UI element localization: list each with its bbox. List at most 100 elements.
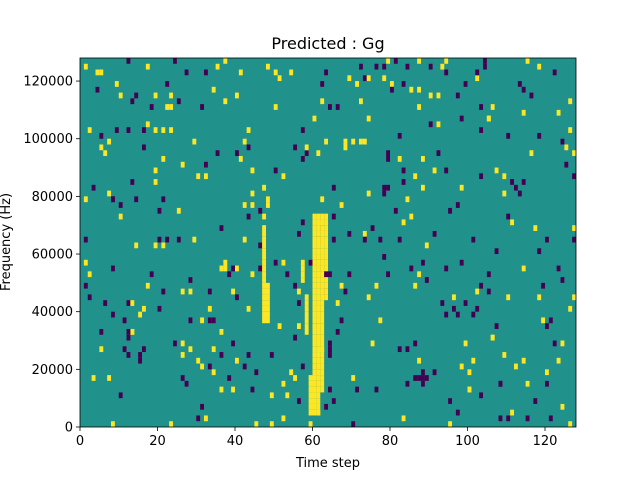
high-cell (308, 421, 313, 427)
high-cell (223, 265, 228, 272)
high-cell (312, 363, 317, 370)
high-cell (316, 265, 321, 272)
low-cell (479, 173, 484, 180)
y-tick-label: 80000 (32, 190, 73, 205)
high-cell (320, 248, 325, 255)
low-cell (126, 328, 131, 335)
y-tick-label: 40000 (32, 305, 73, 320)
low-cell (405, 380, 410, 387)
high-cell (537, 294, 542, 301)
high-cell (242, 138, 247, 145)
x-axis: 0 20 40 60 80 100 120 (76, 427, 557, 449)
low-cell (297, 300, 301, 306)
low-cell (343, 288, 348, 295)
low-cell (440, 300, 445, 306)
high-cell (316, 225, 321, 231)
high-cell (432, 167, 437, 174)
high-cell (529, 150, 534, 157)
high-cell (324, 248, 329, 255)
high-cell (312, 380, 317, 387)
low-cell (149, 104, 154, 110)
y-axis-label: Frequency (Hz) (0, 193, 14, 291)
high-cell (87, 127, 92, 133)
low-cell (428, 63, 433, 70)
low-cell (413, 375, 418, 381)
high-cell (273, 104, 278, 110)
high-cell (351, 375, 356, 381)
high-cell (246, 305, 251, 312)
low-cell (455, 409, 460, 416)
high-cell (312, 236, 317, 243)
high-cell (176, 207, 181, 214)
high-cell (188, 346, 193, 353)
high-cell (560, 403, 565, 410)
high-cell (316, 259, 321, 266)
low-cell (483, 58, 487, 64)
high-cell (246, 127, 251, 133)
low-cell (471, 311, 476, 318)
high-cell (312, 334, 317, 341)
low-cell (246, 213, 251, 220)
high-cell (568, 98, 573, 105)
low-cell (444, 167, 449, 174)
low-cell (382, 190, 387, 197)
high-cell (463, 340, 468, 347)
low-cell (157, 236, 162, 243)
high-cell (312, 392, 317, 399)
low-cell (506, 132, 511, 139)
high-cell (215, 63, 220, 70)
high-cell (324, 259, 329, 266)
high-cell (320, 363, 325, 370)
high-cell (118, 92, 123, 99)
high-cell (180, 352, 185, 358)
high-cell (250, 202, 255, 208)
high-cell (537, 63, 542, 70)
low-cell (386, 184, 391, 191)
low-cell (304, 150, 309, 157)
low-cell (409, 265, 414, 272)
low-cell (196, 415, 201, 422)
high-cell (521, 265, 526, 272)
low-cell (401, 179, 406, 185)
high-cell (316, 352, 321, 358)
low-cell (200, 104, 205, 110)
high-cell (165, 104, 170, 110)
low-cell (529, 92, 534, 99)
high-cell (118, 213, 123, 220)
high-cell (506, 294, 511, 301)
high-cell (161, 242, 166, 249)
high-cell (316, 288, 321, 295)
high-cell (316, 317, 321, 324)
high-cell (467, 369, 472, 376)
high-cell (316, 294, 321, 301)
high-cell (568, 305, 573, 312)
high-cell (262, 288, 267, 295)
high-cell (262, 294, 267, 301)
high-cell (254, 421, 259, 427)
high-cell (180, 340, 185, 347)
low-cell (498, 380, 503, 387)
high-cell (370, 340, 375, 347)
high-cell (312, 254, 317, 260)
low-cell (382, 184, 387, 191)
low-cell (436, 150, 441, 157)
low-cell (176, 98, 181, 105)
high-cell (320, 259, 325, 266)
low-cell (552, 69, 557, 76)
high-cell (556, 109, 561, 116)
high-cell (324, 265, 329, 272)
high-cell (312, 328, 317, 335)
high-cell (312, 311, 317, 318)
high-cell (312, 317, 317, 324)
high-cell (417, 104, 422, 110)
high-cell (572, 150, 577, 157)
high-cell (320, 265, 325, 272)
high-cell (262, 265, 267, 272)
high-cell (316, 403, 321, 410)
high-cell (343, 144, 348, 151)
low-cell (397, 346, 402, 353)
low-cell (200, 403, 205, 410)
high-cell (413, 282, 418, 289)
high-cell (320, 213, 325, 220)
low-cell (126, 58, 131, 64)
